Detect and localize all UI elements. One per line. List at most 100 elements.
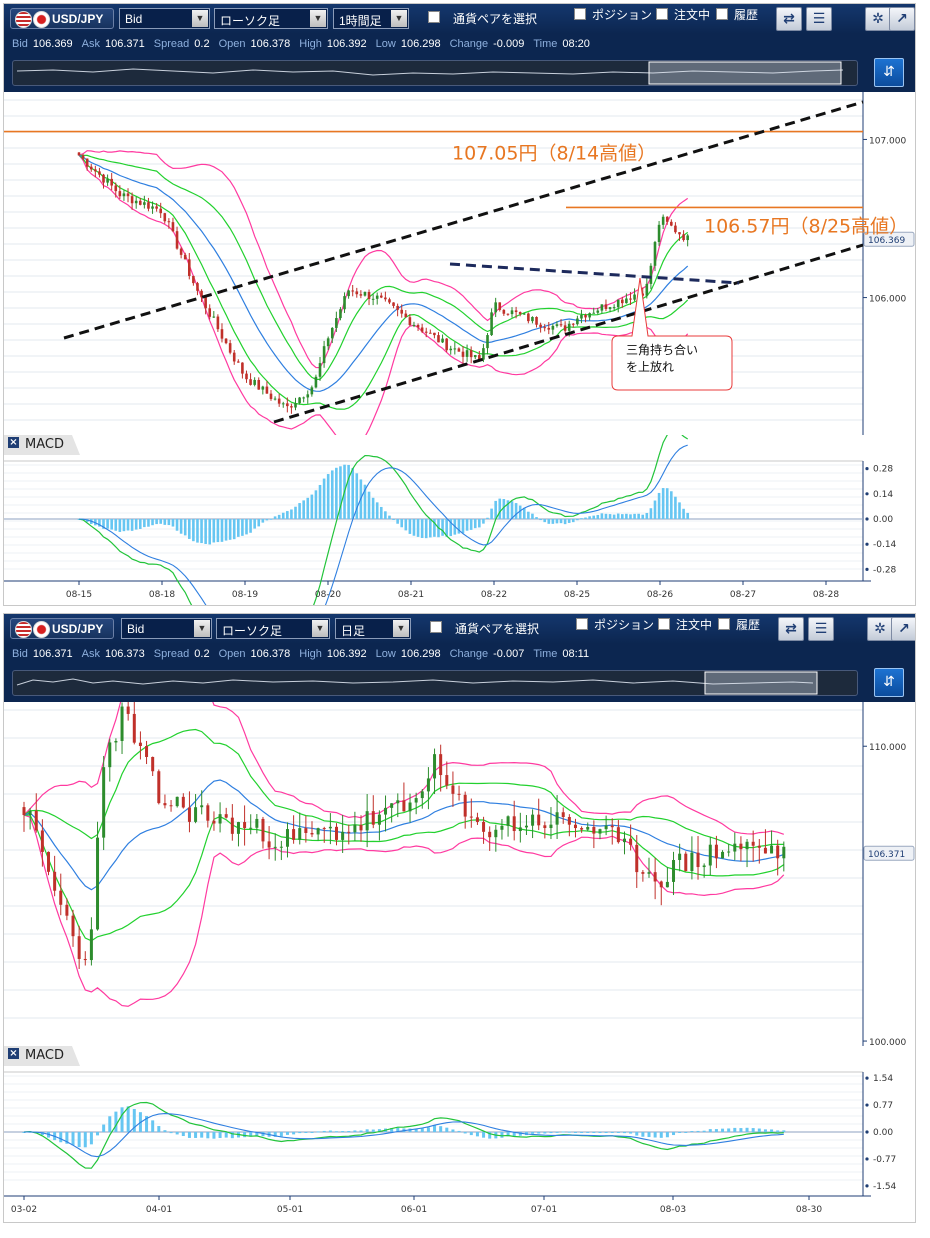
candle-body: [433, 754, 437, 779]
macd-histogram-bar: [371, 1129, 375, 1132]
candle-body: [437, 335, 440, 343]
macd-histogram-bar: [604, 513, 608, 519]
candle-body: [449, 348, 453, 351]
candle-body: [81, 155, 85, 159]
close-icon[interactable]: ×: [8, 437, 19, 448]
macd-histogram-bar: [661, 488, 665, 519]
chart-type-select[interactable]: ローソク足 ▼: [214, 8, 328, 29]
macd-histogram-bar: [531, 513, 534, 519]
select-pair-checkbox[interactable]: [430, 621, 442, 633]
macd-histogram-bar: [243, 1132, 247, 1138]
popout-button[interactable]: ↗: [891, 617, 915, 641]
candle-body: [708, 844, 712, 866]
chart-type-select[interactable]: ローソク足 ▼: [216, 618, 330, 639]
candle-body: [482, 821, 486, 832]
close-icon[interactable]: ×: [8, 1048, 19, 1059]
us-flag-icon: [15, 621, 32, 638]
macd-histogram-bar: [71, 1132, 75, 1146]
candle-body: [776, 845, 780, 859]
candle-body: [702, 865, 706, 868]
macd-histogram-bar: [559, 519, 563, 524]
macd-histogram-bar: [551, 519, 555, 524]
macd-histogram-bar: [328, 1130, 332, 1132]
chart-link-button[interactable]: ⇄: [778, 617, 804, 641]
order-label: 注文中: [676, 618, 713, 632]
settings-button[interactable]: ✲: [865, 7, 891, 31]
candle-body: [375, 295, 379, 299]
position-checkbox[interactable]: [576, 618, 588, 630]
macd-signal-line: [78, 444, 688, 605]
candle-body: [145, 746, 149, 757]
timeframe-select[interactable]: 日足 ▼: [335, 618, 411, 639]
macd-histogram-bar: [134, 519, 138, 530]
history-label: 履歴: [736, 618, 761, 632]
macd-histogram-bar: [286, 511, 289, 519]
macd-histogram-bar: [539, 519, 542, 521]
navigator-scrollbar[interactable]: [12, 60, 858, 86]
candle-body: [187, 259, 191, 276]
candle-body: [175, 796, 179, 807]
y-tick-label: 100.000: [869, 1038, 906, 1046]
price-type-select[interactable]: Bid ▼: [121, 618, 212, 639]
candle-body: [682, 234, 685, 241]
macd-histogram-bar: [535, 517, 538, 519]
candle-body: [567, 323, 571, 331]
navigator-scrollbar[interactable]: [12, 670, 858, 696]
chevron-down-icon: ▼: [192, 10, 208, 27]
macd-histogram-bar: [224, 1132, 228, 1138]
macd-signal-line: [23, 1113, 784, 1158]
macd-histogram-bar: [510, 501, 514, 519]
annotation-callout-box: [611, 277, 733, 391]
order-checkbox[interactable]: [656, 8, 668, 20]
history-checkbox[interactable]: [716, 8, 728, 20]
currency-pair-button[interactable]: USD/JPY: [10, 8, 114, 29]
popout-button[interactable]: ↗: [889, 7, 915, 31]
chart-list-button[interactable]: ☰: [808, 617, 834, 641]
position-checkbox[interactable]: [574, 8, 586, 20]
select-pair-checkbox[interactable]: [428, 11, 440, 23]
macd-histogram-bar: [475, 1132, 479, 1137]
candle-body: [249, 827, 253, 829]
chart-swap-button[interactable]: ⇵: [874, 58, 904, 87]
candle-body: [531, 316, 534, 322]
timeframe-select[interactable]: 1時間足 ▼: [333, 8, 409, 29]
price-info-bar: Bid 106.369 Ask 106.371 Spread 0.2 Open 106.378…: [4, 34, 915, 56]
candle-body: [621, 299, 624, 304]
history-checkbox[interactable]: [718, 618, 730, 630]
us-flag-icon: [15, 11, 32, 28]
candle-body: [543, 327, 546, 329]
candle-body: [678, 232, 681, 235]
candle-body: [473, 355, 477, 358]
chart-link-button[interactable]: ⇄: [776, 7, 802, 31]
chart-list-button[interactable]: ☰: [806, 7, 832, 31]
x-tick-label: 08-21: [398, 590, 424, 600]
macd-histogram-bar: [298, 1132, 302, 1134]
macd-histogram-bar: [420, 1128, 424, 1132]
candle-body: [384, 807, 388, 815]
candle-body: [672, 860, 676, 882]
settings-button[interactable]: ✲: [867, 617, 893, 641]
candle-body: [559, 324, 563, 326]
chart-swap-button[interactable]: ⇵: [874, 668, 904, 697]
moving-average-line: [78, 154, 689, 392]
macd-histogram-bar: [228, 519, 232, 540]
macd-histogram-bar: [622, 1132, 626, 1134]
candle-body: [745, 841, 749, 850]
macd-tick-label: 0.00: [873, 515, 893, 525]
low-value: 106.298: [400, 38, 441, 50]
price-type-select[interactable]: Bid ▼: [119, 8, 210, 29]
macd-histogram-bar: [304, 1132, 308, 1133]
order-checkbox[interactable]: [658, 618, 670, 630]
candle-body: [661, 216, 665, 225]
candle-body: [388, 299, 391, 303]
macd-histogram-bar: [659, 1132, 663, 1138]
bollinger-upper-1sigma: [79, 154, 689, 380]
currency-pair-button[interactable]: USD/JPY: [10, 618, 114, 639]
macd-histogram-bar: [65, 1132, 69, 1144]
candle-body: [506, 816, 510, 826]
macd-histogram-bar: [404, 519, 408, 531]
candle-body: [524, 825, 528, 828]
macd-tick-label: -0.77: [873, 1155, 896, 1165]
candle-body: [475, 817, 479, 822]
x-tick-label: 08-30: [796, 1205, 822, 1215]
